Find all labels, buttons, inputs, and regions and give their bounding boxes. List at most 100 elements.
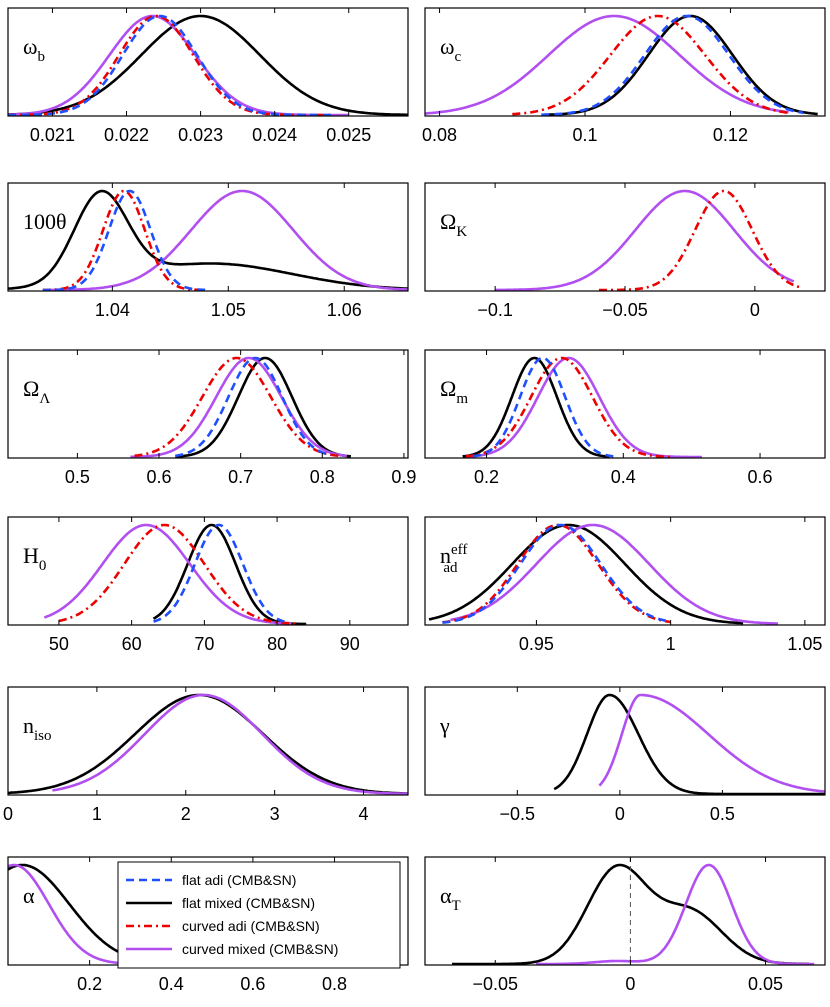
x-tick-label: 1.05 — [787, 634, 822, 654]
curve-omega_k-curved-adi — [598, 189, 802, 291]
curve-omega_m-curved-adi — [465, 356, 672, 458]
x-tick-label: 1.05 — [211, 300, 246, 320]
param-label-theta: 100θ — [23, 209, 67, 234]
x-tick-label: 0.4 — [159, 974, 184, 994]
panel-omega_m: 0.2 0.4 0.6 Ωm — [424, 349, 826, 487]
curve-gamma-flat-mixed — [553, 693, 825, 795]
curve-omega_b-flat-mixed — [8, 14, 408, 116]
curve-omega_lambda-curved-mixed — [130, 356, 348, 458]
param-label-omega_m: Ωm — [440, 376, 468, 407]
curve-n_ad-flat-adi — [442, 523, 671, 624]
curve-omega_c-flat-mixed — [541, 14, 818, 116]
curve-alpha_t-curved-mixed — [535, 863, 815, 965]
x-tick-label: 1 — [92, 804, 102, 824]
curves-omega_lambda — [130, 356, 352, 458]
panel-h0: 50 60 70 80 90 H0 — [7, 516, 409, 654]
curves-theta — [8, 189, 408, 291]
x-tick-label: 3 — [270, 804, 280, 824]
panel-omega_lambda: 0.5 0.6 0.7 0.8 0.9 ΩΛ — [7, 349, 416, 487]
curve-omega_m-flat-adi — [472, 356, 618, 458]
panel-theta: 1.04 1.05 1.06 100θ — [7, 182, 409, 320]
param-label-h0: H0 — [23, 543, 46, 574]
legend-label-flat-adi: flat adi (CMB&SN) — [182, 872, 296, 888]
curve-omega_c-flat-adi — [541, 14, 804, 116]
panel-omega_b: 0.021 0.022 0.023 0.024 0.025 ωb — [7, 7, 409, 145]
curves-h0 — [43, 523, 307, 625]
param-label-omega_c: ωc — [440, 34, 461, 65]
x-tick-label: 80 — [267, 634, 287, 654]
x-tick-label: 0.2 — [474, 467, 499, 487]
x-tick-label: −0.5 — [500, 804, 536, 824]
param-label-gamma: γ — [439, 713, 450, 738]
param-label-n_ad: neff ad — [440, 542, 467, 576]
x-tick-label: 0.9 — [391, 467, 416, 487]
panel-frame — [424, 856, 826, 966]
curves-gamma — [553, 693, 825, 795]
x-tick-label: 0.022 — [104, 125, 149, 145]
curve-omega_lambda-curved-adi — [134, 356, 339, 458]
curve-omega_lambda-flat-mixed — [174, 356, 352, 458]
x-tick-label: 0.6 — [748, 467, 773, 487]
panel-omega_k: −0.1 −0.05 0 ΩK — [424, 182, 826, 320]
legend-label-curved-adi: curved adi (CMB&SN) — [182, 918, 320, 934]
x-tick-label: 0 — [625, 974, 635, 994]
x-tick-label: 70 — [194, 634, 214, 654]
curve-omega_b-curved-adi — [8, 14, 334, 116]
curve-h0-curved-mixed — [43, 523, 292, 625]
curves-alpha_t — [452, 863, 815, 965]
x-tick-label: 0.4 — [611, 467, 636, 487]
x-tick-label: 0.021 — [30, 125, 75, 145]
curve-theta-flat-adi — [42, 189, 206, 291]
curves-omega_m — [462, 356, 703, 458]
panel-n_ad: 0.95 1 1.05 neff ad — [424, 516, 826, 654]
x-tick-label: 0.05 — [748, 974, 783, 994]
x-tick-label: 0.7 — [228, 467, 253, 487]
curve-gamma-curved-mixed — [598, 693, 825, 793]
legend: flat adi (CMB&SN) flat mixed (CMB&SN) cu… — [117, 861, 401, 969]
curve-omega_c-curved-mixed — [425, 14, 789, 115]
x-tick-label: 0.8 — [322, 974, 347, 994]
curves-n_ad — [428, 523, 779, 625]
x-tick-label: 0.95 — [519, 634, 554, 654]
x-tick-label: 0 — [750, 300, 760, 320]
panel-frame — [424, 7, 826, 117]
curve-h0-curved-adi — [58, 523, 300, 625]
x-tick-label: 0.08 — [422, 125, 457, 145]
x-tick-label: 0 — [615, 804, 625, 824]
x-tick-label: 0.025 — [326, 125, 371, 145]
panel-omega_c: 0.08 0.1 0.12 ωc — [422, 7, 826, 145]
legend-label-flat-mixed: flat mixed (CMB&SN) — [182, 895, 315, 911]
panel-frame — [424, 349, 826, 459]
curve-n_ad-flat-mixed — [428, 523, 744, 625]
x-tick-label: 4 — [359, 804, 369, 824]
panel-alpha_t: −0.05 0 0.05 αT — [424, 856, 826, 994]
param-label-alpha: α — [23, 883, 35, 908]
panel-frame — [424, 516, 826, 626]
panel-frame — [7, 516, 409, 626]
panel-frame — [7, 686, 409, 796]
curves-omega_k — [495, 189, 802, 291]
x-tick-label: −0.05 — [602, 300, 648, 320]
panel-gamma: −0.5 0 0.5 γ — [424, 686, 826, 824]
panel-n_iso: 0 1 2 3 4 niso — [3, 686, 409, 824]
curve-omega_b-flat-adi — [8, 14, 334, 116]
x-tick-label: 0.024 — [252, 125, 297, 145]
curve-omega_lambda-flat-adi — [174, 356, 331, 458]
param-label-omega_lambda: ΩΛ — [23, 376, 50, 407]
curve-theta-curved-mixed — [48, 189, 408, 291]
param-label-omega_b: ωb — [23, 34, 45, 65]
x-tick-label: 1 — [666, 634, 676, 654]
panel-frame — [7, 7, 409, 117]
curve-omega_m-flat-mixed — [462, 356, 611, 458]
x-tick-label: 0.2 — [77, 974, 102, 994]
x-tick-label: 1.06 — [327, 300, 362, 320]
curve-n_ad-curved-mixed — [450, 523, 779, 625]
x-tick-label: 0.5 — [710, 804, 735, 824]
curve-omega_c-curved-adi — [512, 14, 789, 116]
panel-frame — [7, 182, 409, 292]
x-tick-label: 50 — [49, 634, 69, 654]
x-tick-label: 1.04 — [95, 300, 130, 320]
curve-n_ad-curved-adi — [442, 523, 671, 624]
x-tick-label: 0.8 — [310, 467, 335, 487]
